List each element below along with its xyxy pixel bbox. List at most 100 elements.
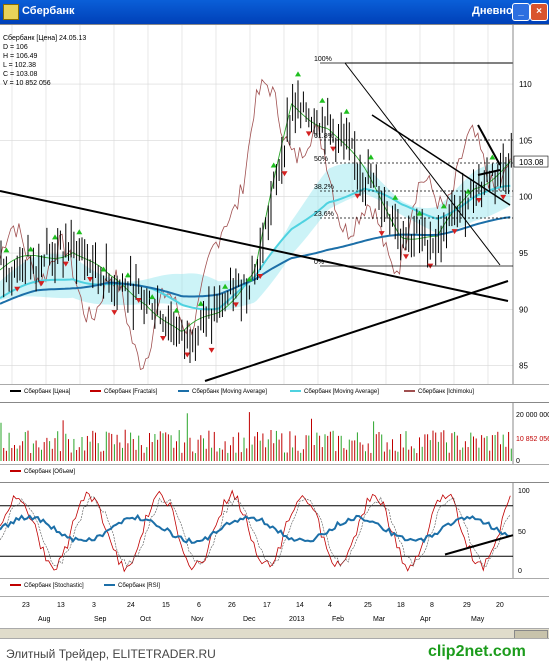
volume-chart[interactable]: 20 000 000 10 852 056 0 xyxy=(0,403,549,465)
fractal-down-marker xyxy=(281,171,288,177)
info-h: H = 106.49 xyxy=(3,53,38,60)
x-axis-month-label: Sep xyxy=(94,616,107,623)
fractal-down-marker xyxy=(500,194,507,200)
minimize-button[interactable]: _ xyxy=(512,3,530,21)
fractal-up-marker xyxy=(27,246,34,252)
x-axis-day-label: 24 xyxy=(127,602,135,609)
x-axis-day-label: 20 xyxy=(496,602,504,609)
time-axis xyxy=(0,596,549,629)
oscillator-axis-label: 50 xyxy=(518,529,526,536)
price-axis-label: 95 xyxy=(519,249,528,258)
legend-item[interactable]: Сбербанк [Объем] xyxy=(10,469,75,475)
fractal-up-marker xyxy=(52,234,58,240)
info-c: C = 103.08 xyxy=(3,71,38,78)
fractal-up-marker xyxy=(295,71,301,77)
fractal-down-marker xyxy=(14,286,21,292)
fractal-up-marker xyxy=(246,276,253,282)
fractal-down-marker xyxy=(111,310,118,316)
resistance-trendline xyxy=(0,190,509,302)
fractal-up-marker xyxy=(100,266,107,272)
x-axis-month-label: Nov xyxy=(191,616,204,623)
fib-level-label: 23.6% xyxy=(314,211,334,218)
fib-level-label: 38.2% xyxy=(314,184,334,191)
fractal-up-marker xyxy=(149,294,156,300)
oscillator-legend: Сбербанк [Stochastic] Сбербанк [RSI] xyxy=(0,578,549,598)
legend-item[interactable]: Сбербанк [Moving Average] xyxy=(178,389,267,395)
clip2net-logo: clip2net.com xyxy=(428,643,526,660)
ohlc-info: Сбербанк [Цена] 24.05.13 D = 106 H = 106… xyxy=(3,34,86,88)
x-axis-day-label: 13 xyxy=(57,602,65,609)
legend-item[interactable]: Сбербанк [Stochastic] xyxy=(10,583,84,589)
x-axis-month-label: Apr xyxy=(420,616,431,623)
fractal-up-marker xyxy=(3,247,10,253)
oscillator-axis-label: 0 xyxy=(518,568,522,575)
price-chart[interactable]: 100% 61.8% 50% 38.2% 23.6% 0% 110 105 103.08 100 9… xyxy=(0,25,549,385)
stochastic-k-line xyxy=(0,489,511,573)
volume-pane[interactable]: 20 000 000 10 852 056 0 xyxy=(0,402,549,465)
fractal-up-marker xyxy=(319,97,326,103)
x-axis-month-label: Oct xyxy=(140,616,151,623)
close-button[interactable]: × xyxy=(530,3,548,21)
fib-level-label: 100% xyxy=(314,56,332,63)
legend-item[interactable]: Сбербанк [Ichimoku] xyxy=(404,389,474,395)
x-axis-day-label: 8 xyxy=(430,602,434,609)
title-bar: Сбербанк Дневной _ × xyxy=(0,0,549,24)
fib-level-label: 61.8% xyxy=(314,133,334,140)
app-icon xyxy=(3,4,19,20)
short-trendline xyxy=(477,124,501,166)
fractal-down-marker xyxy=(257,274,264,280)
price-axis-label: 90 xyxy=(519,305,528,314)
fractal-up-marker xyxy=(392,194,399,200)
x-axis-month-label: Dec xyxy=(243,616,256,623)
support-trendline xyxy=(204,280,509,382)
fractal-up-marker xyxy=(76,229,83,235)
fractal-up-marker xyxy=(440,203,447,209)
fractal-down-marker xyxy=(475,198,482,204)
volume-axis-label: 0 xyxy=(516,458,520,465)
price-axis-label: 103.08 xyxy=(519,158,544,167)
fractal-up-marker xyxy=(124,272,131,278)
x-axis-day-label: 4 xyxy=(328,602,332,609)
price-axis-label: 100 xyxy=(519,193,533,202)
price-legend: Сбербанк [Цена] Сбербанк [Fractals] Сбер… xyxy=(0,384,549,404)
fractal-down-marker xyxy=(305,131,312,137)
legend-item[interactable]: Сбербанк [Fractals] xyxy=(90,389,157,395)
fractal-up-marker xyxy=(222,283,229,289)
legend-item[interactable]: Сбербанк [Цена] xyxy=(10,389,70,395)
ichimoku-cloud xyxy=(0,162,511,312)
fib-level-label: 0% xyxy=(314,259,324,266)
fractal-down-marker xyxy=(354,193,361,199)
footer-credit: Элитный Трейдер, ELITETRADER.RU xyxy=(6,647,216,661)
price-axis-label: 85 xyxy=(519,362,528,371)
fractal-up-marker xyxy=(343,108,350,114)
info-header: Сбербанк [Цена] 24.05.13 xyxy=(3,35,87,42)
x-axis-day-label: 6 xyxy=(197,602,201,609)
volume-legend: Сбербанк [Объем] xyxy=(0,464,549,484)
fractal-down-marker xyxy=(184,352,191,358)
period-label[interactable]: Дневной xyxy=(472,5,520,17)
price-axis-label: 110 xyxy=(519,80,532,89)
price-pane[interactable]: 100% 61.8% 50% 38.2% 23.6% 0% 110 105 103.08 100 9… xyxy=(0,24,549,385)
legend-item[interactable]: Сбербанк [Moving Average] xyxy=(290,389,379,395)
x-axis-month-label: May xyxy=(471,616,485,623)
x-axis-day-label: 15 xyxy=(162,602,170,609)
oscillator-chart[interactable]: 100 50 0 xyxy=(0,483,549,579)
fractal-down-marker xyxy=(451,229,458,235)
x-axis-day-label: 14 xyxy=(296,602,304,609)
fractal-up-marker xyxy=(489,154,496,160)
fib-diagonal xyxy=(344,62,501,266)
x-axis-day-label: 18 xyxy=(397,602,405,609)
x-axis-month-label: Mar xyxy=(373,616,386,623)
x-axis-day-label: 29 xyxy=(463,602,471,609)
x-axis-month-label: Feb xyxy=(332,616,345,623)
info-l: L = 102.38 xyxy=(3,62,37,69)
rsi-line xyxy=(0,513,511,544)
last-price-box xyxy=(513,155,549,168)
x-axis-month-label: Aug xyxy=(38,616,51,623)
legend-item[interactable]: Сбербанк [RSI] xyxy=(104,583,160,589)
oscillator-pane[interactable]: 100 50 0 xyxy=(0,482,549,579)
stochastic-d-line xyxy=(0,496,511,568)
fractal-down-marker xyxy=(38,281,45,287)
short-trendline xyxy=(477,169,501,176)
